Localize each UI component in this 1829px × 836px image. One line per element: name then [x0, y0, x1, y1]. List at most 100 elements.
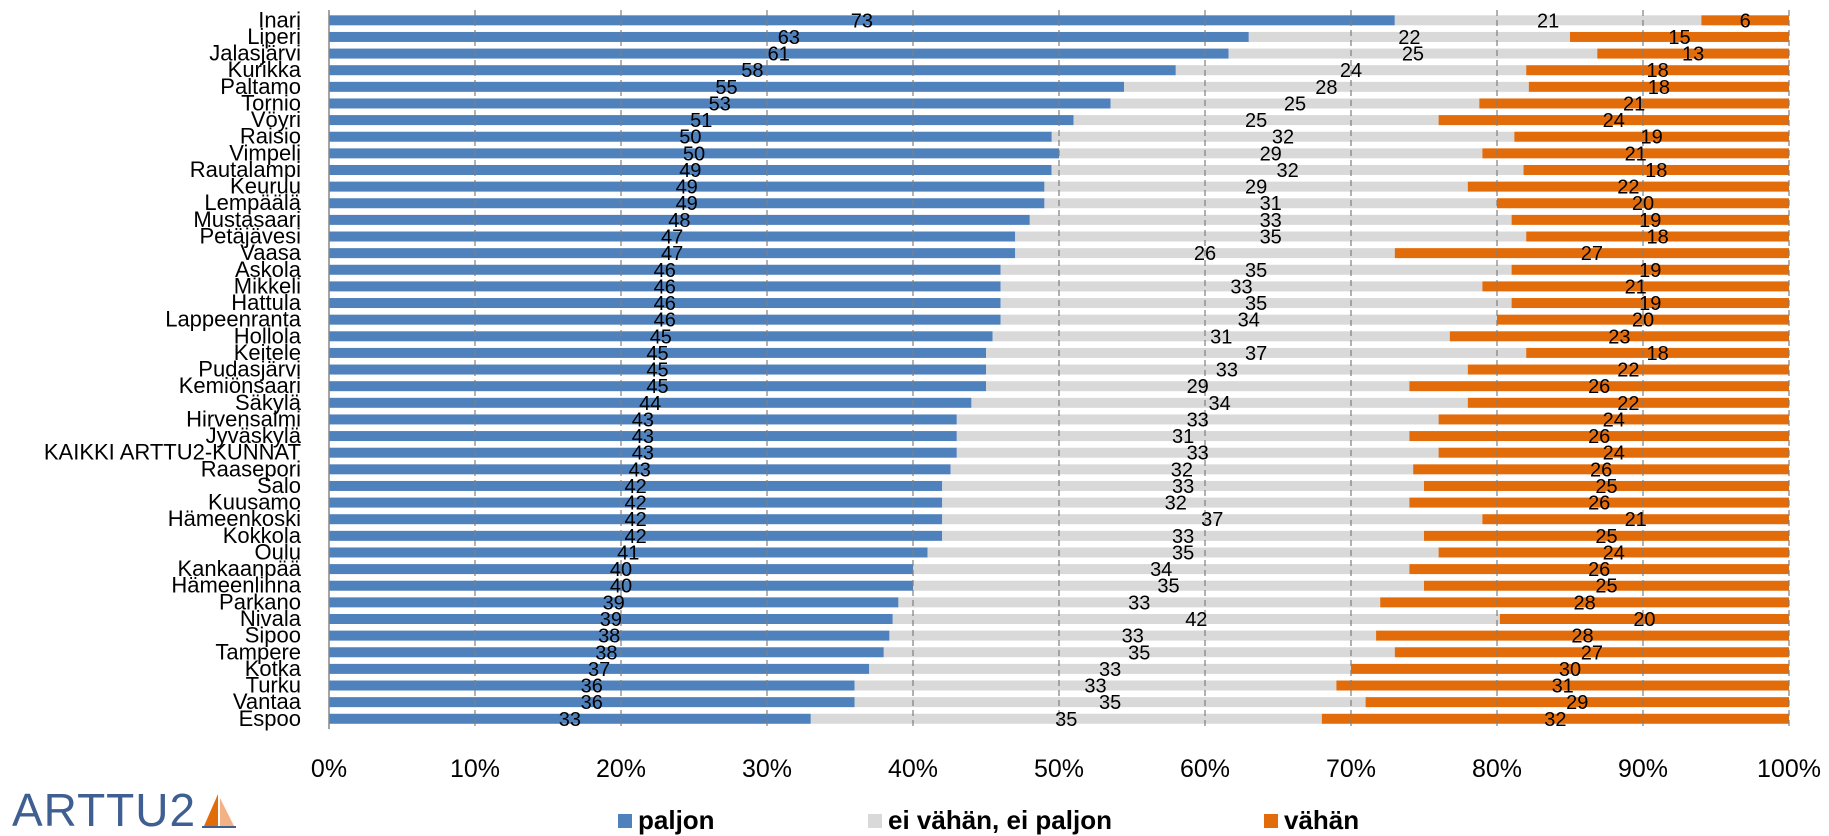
data-label: 26	[1588, 493, 1610, 515]
data-label: 53	[709, 93, 731, 115]
bar-ei-vahan-ei-paljon	[898, 597, 1381, 608]
data-label: 32	[1544, 709, 1566, 731]
bar-paljon	[329, 148, 1059, 159]
data-label: 35	[1128, 642, 1150, 664]
bar-ei-vahan-ei-paljon	[1000, 314, 1497, 325]
data-label: 33	[1187, 443, 1209, 465]
data-label: 29	[1566, 692, 1588, 714]
bar-paljon	[329, 214, 1030, 225]
bar-paljon	[329, 48, 1229, 59]
data-label: 47	[661, 227, 683, 249]
category-label: Hattula	[231, 290, 301, 315]
bar-paljon	[329, 98, 1111, 109]
bar-vahan	[1376, 630, 1789, 641]
category-label: Kotka	[245, 656, 302, 681]
bar-ei-vahan-ei-paljon	[810, 713, 1322, 724]
bar-ei-vahan-ei-paljon	[942, 530, 1424, 541]
bar-paljon	[329, 81, 1125, 92]
data-label: 37	[1201, 509, 1223, 531]
bar-ei-vahan-ei-paljon	[1000, 298, 1512, 309]
bar-ei-vahan-ei-paljon	[992, 331, 1450, 342]
category-label: Turku	[246, 673, 301, 698]
bar-paljon	[329, 231, 1016, 242]
data-label: 26	[1588, 376, 1610, 398]
data-label: 42	[624, 476, 646, 498]
bar-ei-vahan-ei-paljon	[1044, 181, 1468, 192]
bar-vahan	[1523, 164, 1789, 175]
bar-vahan	[1351, 663, 1789, 674]
data-label: 33	[1260, 210, 1282, 232]
category-label: KAIKKI ARTTU2-KUNNAT	[44, 440, 301, 465]
data-label: 35	[1099, 692, 1121, 714]
bar-vahan	[1514, 131, 1789, 142]
legend-item-paljon: paljon	[618, 805, 715, 836]
data-label: 22	[1617, 393, 1639, 415]
bar-vahan	[1597, 48, 1789, 59]
bar-paljon	[329, 364, 986, 375]
data-label: 40	[610, 559, 632, 581]
data-label: 29	[1187, 376, 1209, 398]
data-label: 32	[1171, 459, 1193, 481]
category-label: Jalasjärvi	[209, 41, 301, 66]
bar-paljon	[329, 647, 884, 658]
bar-vahan	[1380, 597, 1789, 608]
x-tick-label: 10%	[450, 755, 500, 783]
x-tick-label: 50%	[1034, 755, 1084, 783]
category-label: Mikkeli	[234, 273, 301, 298]
bar-ei-vahan-ei-paljon	[913, 564, 1410, 575]
bar-ei-vahan-ei-paljon	[986, 364, 1468, 375]
category-label: Nivala	[240, 606, 302, 631]
data-label: 48	[668, 210, 690, 232]
data-label: 37	[588, 659, 610, 681]
bar-vahan	[1701, 15, 1789, 26]
data-label: 25	[1245, 110, 1267, 132]
bar-vahan	[1511, 264, 1789, 275]
bar-ei-vahan-ei-paljon	[942, 480, 1424, 491]
category-label: Liperi	[247, 24, 301, 49]
data-label: 18	[1648, 77, 1670, 99]
bar-paljon	[329, 281, 1001, 292]
bar-paljon	[329, 530, 943, 541]
bar-paljon	[329, 564, 913, 575]
data-label: 20	[1633, 609, 1655, 631]
data-label: 31	[1552, 676, 1574, 698]
bar-paljon	[329, 613, 893, 624]
bar-paljon	[329, 15, 1395, 26]
bar-vahan	[1479, 98, 1789, 109]
bar-paljon	[329, 198, 1045, 209]
bar-ei-vahan-ei-paljon	[1124, 81, 1529, 92]
category-label: Mustasaari	[193, 207, 301, 232]
bar-vahan	[1409, 564, 1789, 575]
category-label: Lempäälä	[204, 190, 301, 215]
data-label: 24	[1603, 409, 1625, 431]
bar-vahan	[1526, 231, 1789, 242]
bar-vahan	[1570, 31, 1789, 42]
data-label: 49	[679, 160, 701, 182]
category-label: Sipoo	[245, 623, 301, 648]
bar-ei-vahan-ei-paljon	[854, 680, 1337, 691]
data-label: 36	[581, 676, 603, 698]
category-label: Kurikka	[228, 57, 302, 82]
category-label: Keitele	[234, 340, 301, 365]
bar-paljon	[329, 248, 1016, 259]
data-label: 35	[1260, 227, 1282, 249]
data-label: 34	[1208, 393, 1230, 415]
x-tick-label: 90%	[1618, 755, 1668, 783]
data-label: 36	[581, 692, 603, 714]
data-label: 50	[679, 127, 701, 149]
data-label: 19	[1639, 293, 1661, 315]
data-label: 22	[1617, 360, 1639, 382]
data-label: 43	[629, 459, 651, 481]
data-label: 18	[1646, 60, 1668, 82]
bar-ei-vahan-ei-paljon	[1015, 231, 1527, 242]
data-label: 31	[1210, 326, 1232, 348]
data-label: 21	[1625, 509, 1647, 531]
bar-paljon	[329, 414, 957, 425]
data-label: 26	[1590, 459, 1612, 481]
bar-paljon	[329, 480, 943, 491]
bar-ei-vahan-ei-paljon	[986, 381, 1410, 392]
data-label: 58	[741, 60, 763, 82]
category-label: Vöyri	[251, 107, 301, 132]
bar-ei-vahan-ei-paljon	[1029, 214, 1512, 225]
bar-vahan	[1409, 431, 1789, 442]
